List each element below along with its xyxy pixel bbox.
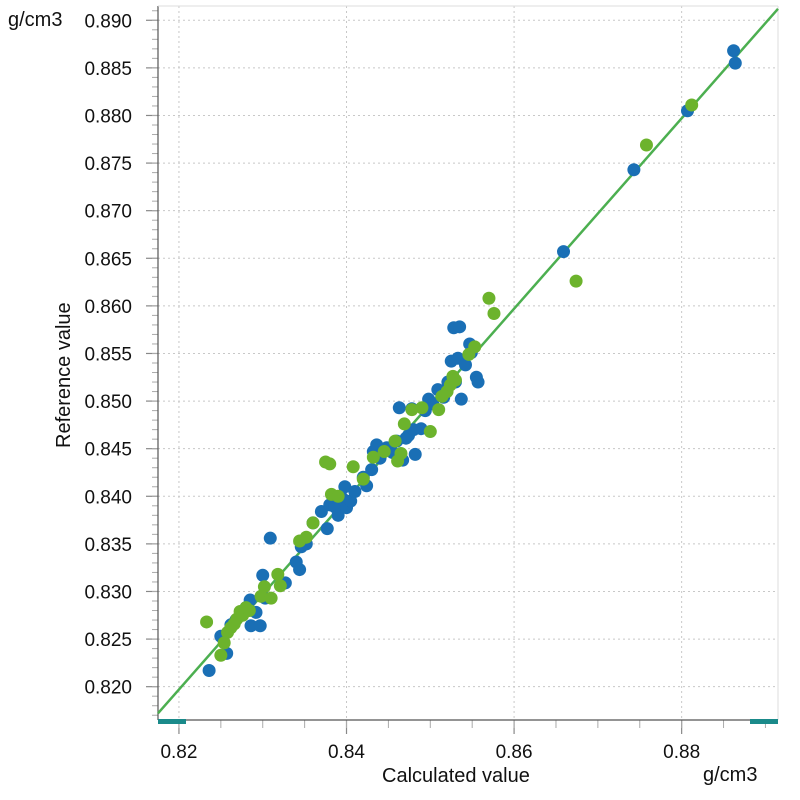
data-point (454, 392, 468, 406)
y-tick-label: 0.885 (84, 59, 132, 80)
x-tick-label: 0.88 (663, 742, 700, 763)
y-tick-label: 0.820 (84, 678, 132, 699)
data-point (448, 373, 462, 387)
data-point (453, 320, 467, 334)
x-range-start-marker (158, 719, 186, 724)
data-point (727, 44, 741, 58)
y-tick-label: 0.860 (84, 297, 132, 318)
data-point (639, 138, 653, 152)
data-point (394, 446, 408, 460)
data-point (685, 98, 699, 112)
data-point (458, 358, 472, 372)
data-point (338, 480, 352, 494)
data-point (468, 340, 482, 354)
data-point (331, 508, 345, 522)
gridlines (158, 6, 778, 720)
data-point (408, 447, 422, 461)
axes (146, 5, 779, 734)
x-unit-label: g/cm3 (703, 764, 757, 786)
x-axis-title: Calculated value (382, 765, 530, 787)
y-tick-label: 0.875 (84, 154, 132, 175)
y-tick-label: 0.840 (84, 487, 132, 508)
y-tick-label: 0.825 (84, 630, 132, 651)
data-point (293, 563, 307, 577)
data-point (331, 489, 345, 503)
y-tick-label: 0.880 (84, 106, 132, 127)
data-point (471, 375, 485, 389)
series-calculated (200, 98, 699, 662)
data-point (365, 463, 379, 477)
y-tick-label: 0.870 (84, 202, 132, 223)
data-point (405, 403, 419, 417)
data-point (348, 485, 362, 499)
data-point (263, 531, 277, 545)
data-point (346, 460, 360, 474)
y-tick-label: 0.865 (84, 249, 132, 270)
data-point (356, 472, 370, 486)
y-tick-label: 0.850 (84, 392, 132, 413)
data-point (487, 306, 501, 320)
x-tick-label: 0.82 (160, 742, 197, 763)
data-point (214, 648, 228, 662)
y-axis-title: Reference value (53, 302, 75, 448)
data-point (557, 245, 571, 259)
data-point (264, 591, 278, 605)
data-point (366, 450, 380, 464)
data-point (217, 636, 231, 650)
data-point (320, 522, 334, 536)
data-point (242, 604, 256, 618)
y-tick-label: 0.830 (84, 582, 132, 603)
y-tick-label: 0.890 (84, 11, 132, 32)
x-range-end-marker (750, 719, 778, 724)
data-point (271, 567, 285, 581)
tick-labels: 0.820 0.825 0.830 0.835 0.840 0.845 0.850 0.855… (84, 11, 700, 763)
data-point (202, 663, 216, 677)
y-unit-label: g/cm3 (8, 9, 62, 31)
data-point (423, 425, 437, 439)
y-tick-label: 0.855 (84, 344, 132, 365)
data-point (323, 457, 337, 471)
data-point (256, 568, 270, 582)
data-point (257, 580, 271, 594)
data-point (273, 579, 287, 593)
data-point (299, 530, 313, 544)
data-point (388, 434, 402, 448)
data-point (306, 516, 320, 530)
data-point (377, 445, 391, 459)
data-point (627, 163, 641, 177)
data-point (415, 401, 429, 415)
data-point (569, 274, 583, 288)
data-point (482, 291, 496, 305)
y-tick-label: 0.845 (84, 440, 132, 461)
data-point (728, 56, 742, 70)
y-tick-label: 0.835 (84, 535, 132, 556)
x-tick-label: 0.86 (496, 742, 533, 763)
data-point (397, 417, 411, 431)
x-tick-label: 0.84 (328, 742, 365, 763)
data-point (200, 615, 214, 629)
data-point (244, 619, 258, 633)
data-point (432, 403, 446, 417)
data-point (392, 401, 406, 415)
data-point (253, 619, 267, 633)
